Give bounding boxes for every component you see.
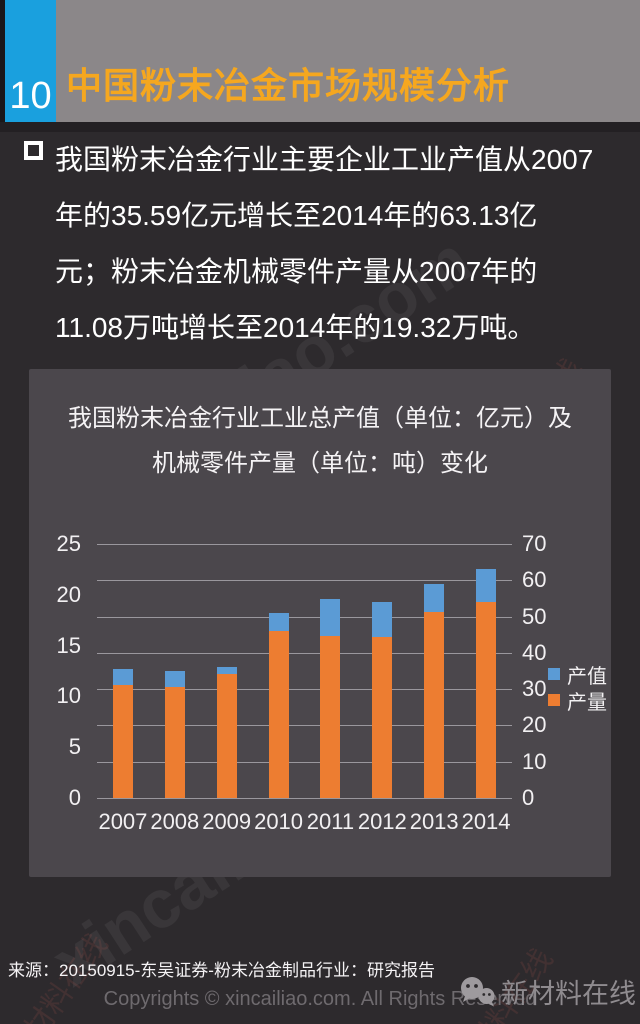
right-axis-tick-label: 60	[522, 567, 547, 593]
body-line: 我国粉末冶金行业主要企业工业产值从2007	[55, 144, 594, 175]
bar-volume-series	[372, 637, 393, 798]
header-shadow	[0, 122, 640, 132]
gridline	[97, 761, 512, 763]
legend-label: 产量	[567, 691, 607, 714]
right-axis-tick-label: 20	[522, 712, 547, 738]
x-axis-category-label: 2012	[357, 809, 407, 834]
right-axis-tick-label: 40	[522, 639, 547, 665]
legend-label: 产值	[567, 665, 607, 688]
bar-volume-series	[268, 631, 289, 798]
page-number: 10	[9, 75, 52, 117]
x-axis-category-label: 2007	[98, 809, 148, 834]
gridline	[97, 544, 512, 545]
chart-title-line2: 机械零件产量（单位：吨）变化	[152, 450, 488, 477]
legend-item: 产量	[548, 688, 607, 714]
legend-swatch-icon	[548, 668, 560, 680]
body-paragraph: 我国粉末冶金行业主要企业工业产值从2007 年的35.59亿元增长至2014年的…	[55, 132, 615, 356]
gridline	[97, 725, 512, 727]
x-axis-category-label: 2014	[461, 809, 511, 834]
right-axis-tick-label: 0	[522, 785, 535, 810]
bar-volume-series	[216, 674, 237, 798]
brand-badge: 新材料在线	[459, 972, 636, 1011]
body-line: 11.08万吨增长至2014年的19.32万吨。	[55, 312, 536, 343]
right-axis-tick-label: 50	[522, 603, 547, 629]
x-axis-category-label: 2010	[254, 809, 304, 834]
bar-volume-series	[320, 636, 341, 798]
right-axis-tick-label: 10	[522, 748, 547, 774]
left-axis-tick-label: 0	[68, 785, 81, 810]
bar-volume-series	[424, 612, 445, 798]
source-line: 来源：20150915-东吴证券-粉末冶金制品行业：研究报告	[8, 956, 435, 981]
left-axis-tick-label: 15	[56, 632, 81, 658]
copyright-line: Copyrights © xincailiao.com. All Rights …	[103, 988, 537, 1010]
bar-volume-series	[476, 601, 497, 798]
wechat-icon	[459, 975, 497, 1009]
right-axis-tick-label: 30	[522, 676, 547, 702]
header-bar: 10 中国粉末冶金市场规模分析	[0, 0, 640, 122]
chart-title: 我国粉末冶金行业工业总产值（单位：亿元）及 机械零件产量（单位：吨）变化	[29, 396, 611, 486]
body-line: 元；粉末冶金机械零件产量从2007年的	[55, 256, 538, 287]
bar-volume-series	[112, 685, 133, 798]
gridline	[97, 652, 512, 654]
chart-panel: 我国粉末冶金行业工业总产值（单位：亿元）及 机械零件产量（单位：吨）变化 0 10…	[29, 369, 611, 877]
legend-item: 产值	[548, 662, 607, 688]
x-axis-category-label: 2011	[306, 809, 355, 834]
legend-swatch-icon	[548, 694, 560, 706]
x-axis-category-label: 2009	[202, 809, 252, 834]
source-text: 20150915-东吴证券-粉末冶金制品行业：研究报告	[59, 961, 435, 980]
source-label: 来源：	[8, 961, 59, 980]
right-axis-tick-label: 70	[522, 531, 547, 556]
left-axis-tick-label: 5	[68, 734, 81, 760]
gridline	[97, 616, 512, 618]
x-axis-category-label: 2008	[150, 809, 200, 834]
left-axis-tick-label: 20	[56, 581, 81, 607]
dual-axis-bar-chart: 0 10 20 30 40 50 60 70 0 5 10 15 20 25 2007 2008 2009 201…	[29, 369, 611, 877]
x-axis-category-label: 2013	[409, 809, 459, 834]
page-title: 中国粉末冶金市场规模分析	[66, 65, 511, 106]
gridline	[97, 798, 512, 799]
bar-volume-series	[164, 687, 185, 798]
gridline	[97, 689, 512, 691]
left-axis-tick-label: 25	[56, 531, 81, 556]
chart-title-line1: 我国粉末冶金行业工业总产值（单位：亿元）及	[68, 405, 572, 432]
brand-name: 新材料在线	[501, 979, 636, 1009]
body-line: 年的35.59亿元增长至2014年的63.13亿	[55, 200, 538, 231]
header-left-edge	[0, 0, 5, 122]
left-axis-tick-label: 10	[56, 683, 81, 709]
gridline	[97, 580, 512, 582]
bullet-square-icon	[24, 141, 43, 160]
page-number-badge: 10	[5, 0, 56, 122]
